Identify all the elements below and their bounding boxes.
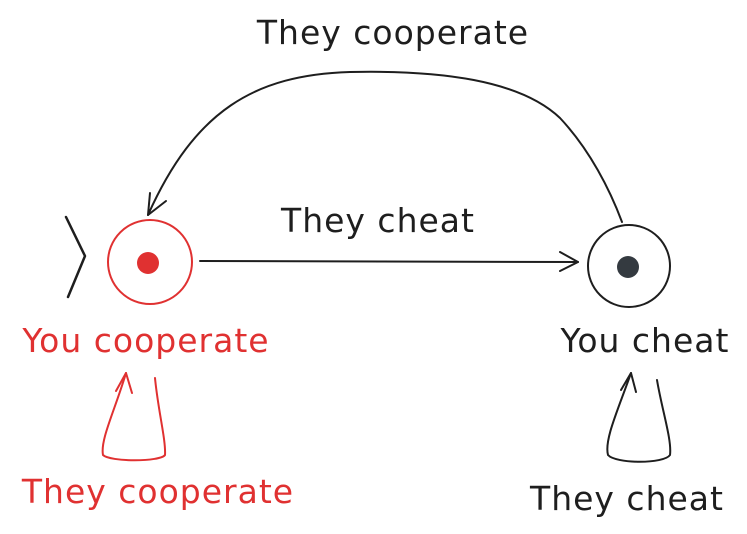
edge-label-coop-to-cheat: They cheat — [280, 201, 475, 240]
arrowhead-icon — [147, 192, 167, 216]
node-label-you-cheat: You cheat — [560, 321, 730, 360]
edge-label-coop-self-loop: They cooperate — [21, 472, 294, 511]
edge-cheat-self-loop — [606, 372, 672, 463]
node-label-you-cooperate: You cooperate — [21, 321, 269, 360]
node-dot — [617, 256, 639, 278]
arrowhead-icon — [115, 372, 133, 394]
arrowhead-icon — [559, 251, 579, 272]
node-dot — [137, 252, 159, 274]
edge-label-cheat-self-loop: They cheat — [529, 479, 724, 518]
edge-coop-to-cheat — [199, 251, 579, 272]
edge-coop-self-loop — [101, 372, 167, 462]
arrowhead-icon — [620, 372, 637, 393]
edge-cheat-to-coop — [147, 70, 623, 223]
node-you-cheat — [587, 224, 671, 308]
edge-label-cheat-to-coop: They cooperate — [256, 13, 529, 52]
initial-state-marker — [64, 215, 87, 299]
node-you-cooperate — [107, 219, 193, 305]
